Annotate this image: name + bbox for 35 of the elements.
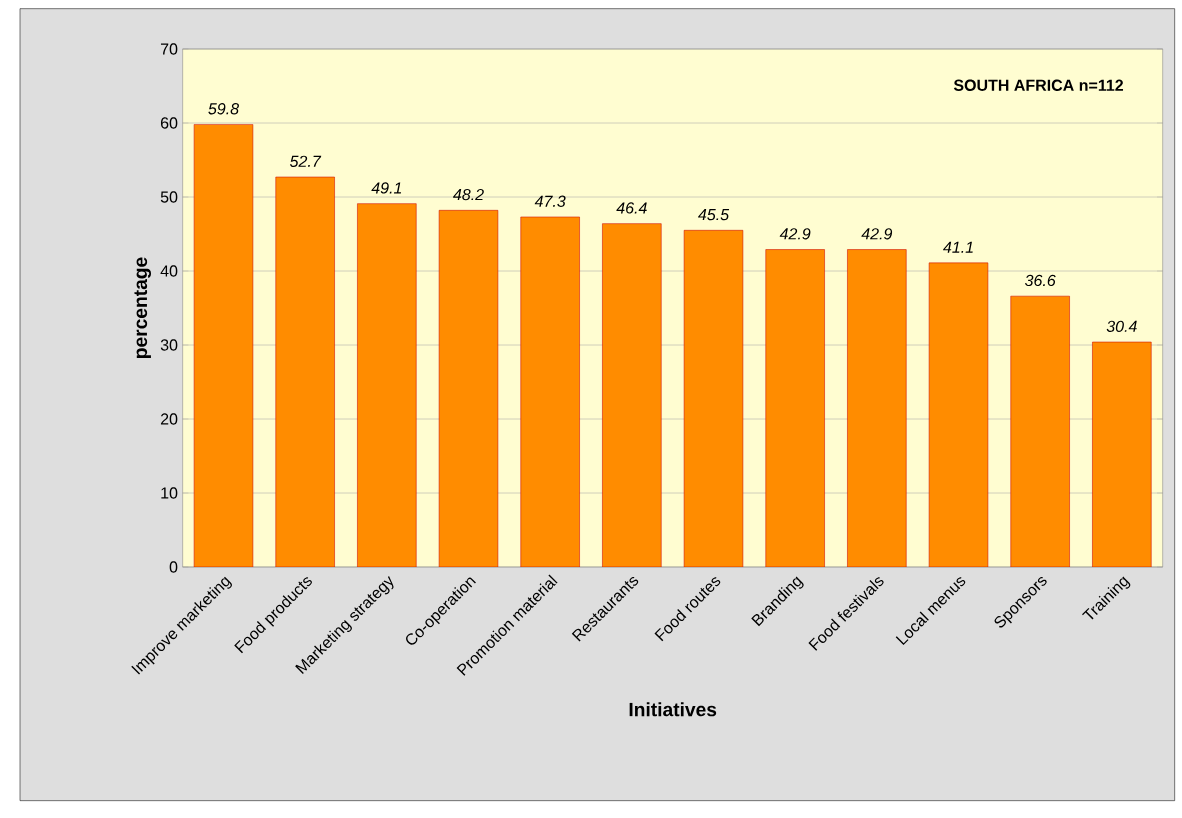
data-label: 46.4 (616, 202, 647, 214)
data-label: 42.9 (779, 228, 811, 240)
data-label: 59.8 (208, 103, 239, 115)
y-tick-label: 70 (160, 43, 178, 55)
data-label: 49.1 (371, 182, 402, 194)
data-label: 47.3 (534, 195, 566, 207)
bar (1092, 341, 1152, 567)
y-tick-label: 10 (161, 487, 178, 499)
data-label: 42.9 (861, 228, 893, 240)
y-tick-label: 20 (160, 413, 178, 425)
data-label: 48.2 (453, 188, 484, 201)
x-axis-title: Initiatives (629, 702, 717, 717)
y-tick-label: 60 (160, 117, 178, 129)
bar (929, 262, 988, 567)
bar (194, 124, 253, 567)
bar (684, 230, 743, 567)
bar (602, 223, 662, 567)
bar (357, 203, 417, 567)
data-label: 36.6 (1024, 274, 1056, 287)
bar (765, 249, 825, 567)
bar (847, 249, 907, 567)
data-label: 30.4 (1106, 320, 1137, 332)
bar (275, 177, 335, 567)
bar (520, 216, 580, 567)
y-tick-label: 30 (160, 339, 178, 351)
bar (1010, 296, 1070, 567)
data-label: 41.1 (943, 241, 973, 253)
annotation: SOUTH AFRICA n=112 (953, 79, 1124, 91)
y-tick-label: 50 (160, 191, 178, 203)
data-label: 45.5 (698, 209, 730, 221)
data-label: 52.7 (289, 155, 322, 167)
bar (439, 210, 498, 567)
y-tick-label: 0 (169, 561, 178, 573)
y-axis-title: percentage (134, 257, 152, 358)
y-tick-label: 40 (160, 265, 178, 277)
